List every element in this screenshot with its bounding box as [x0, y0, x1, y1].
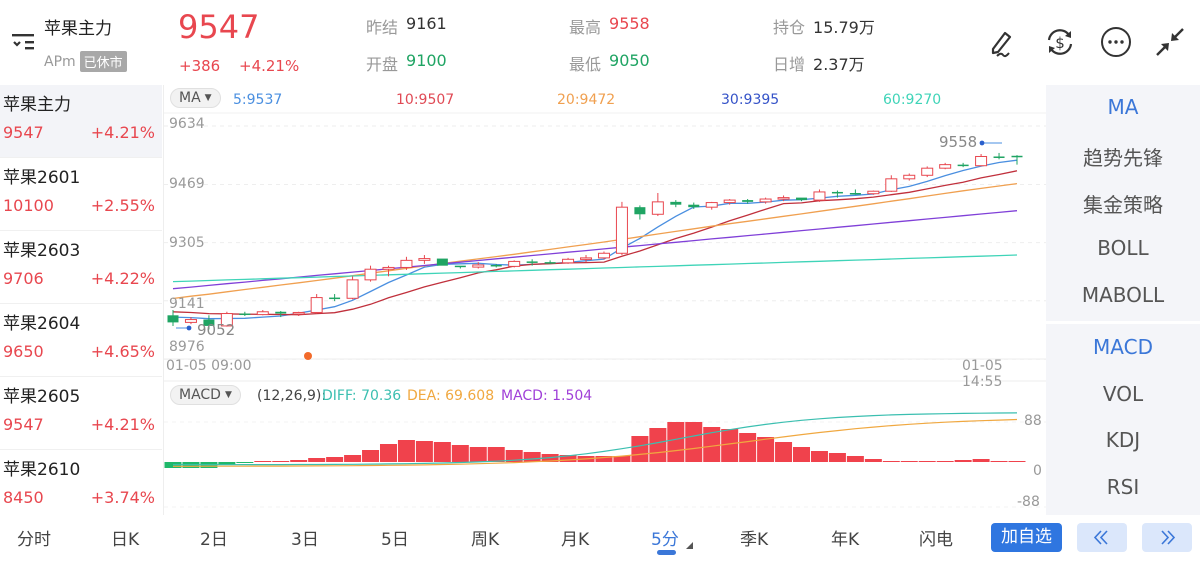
tab-daily[interactable]: 日K [111, 530, 140, 550]
macd-dea: DEA: 69.608 [407, 388, 495, 404]
dropdown-corner-icon[interactable] [686, 542, 693, 549]
ma60-value: 60:9270 [883, 92, 942, 108]
chart-area[interactable]: MA ▼ 5:9537 10:9507 20:9472 30:9395 60:9… [163, 85, 1047, 515]
stat-prev-settle: 昨结 9161 [366, 14, 447, 37]
contract-item-2604[interactable]: 苹果2604 9650 +4.65% [0, 304, 162, 377]
menu-collapse-icon[interactable] [10, 30, 36, 54]
double-chevron-right-icon [1161, 530, 1176, 545]
double-chevron-left-icon [1093, 530, 1108, 545]
indicator-vol[interactable]: VOL [1102, 382, 1144, 406]
y-tick: 9469 [169, 176, 205, 192]
stat-daily-increase: 日增 2.37万 [773, 55, 865, 74]
macd-params: (12,26,9): [257, 388, 327, 404]
macd-y-tick: -88 [1017, 494, 1040, 510]
contract-item-2601[interactable]: 苹果2601 10100 +2.55% [0, 158, 162, 231]
candlestick-chart[interactable] [164, 85, 1047, 515]
tab-flash[interactable]: 闪电 [919, 530, 953, 550]
ma20-value: 20:9472 [557, 92, 616, 108]
tab-5day[interactable]: 5日 [381, 530, 409, 550]
price-change: +386 [179, 57, 221, 75]
macd-value: MACD: 1.504 [501, 388, 593, 404]
caret-down-icon: ▼ [204, 93, 212, 103]
tab-5min[interactable]: 5分 [651, 530, 679, 550]
indicator-ma[interactable]: MA [1107, 95, 1139, 119]
tab-weekly[interactable]: 周K [471, 530, 500, 550]
y-tick: 9141 [169, 296, 205, 312]
macd-y-tick: 0 [1033, 463, 1042, 479]
contract-item-2603[interactable]: 苹果2603 9706 +4.22% [0, 231, 162, 304]
x-start-label: 01-05 09:00 [166, 358, 252, 374]
contract-item-2605[interactable]: 苹果2605 9547 +4.21% [0, 377, 162, 450]
price-change-pct: +4.21% [239, 57, 300, 75]
y-tick: 9305 [169, 235, 205, 251]
quote-header: 苹果主力 APm 已休市 9547 +386 +4.21% 昨结 9161 开盘… [0, 0, 1200, 85]
macd-y-tick: 88 [1024, 413, 1042, 429]
indicator-maboll[interactable]: MABOLL [1081, 283, 1165, 307]
currency-exchange-icon[interactable]: $ [1043, 25, 1077, 59]
indicator-boll[interactable]: BOLL [1097, 236, 1149, 260]
contract-item-2610[interactable]: 苹果2610 8450 +3.74% [0, 450, 162, 523]
ma-legend: MA ▼ 5:9537 10:9507 20:9472 30:9395 60:9… [164, 87, 1047, 113]
stat-open-interest: 持仓 15.79万 [773, 18, 875, 37]
prev-button[interactable] [1077, 523, 1127, 552]
indicator-jijin-strategy[interactable]: 集金策略 [1083, 193, 1163, 217]
instrument-name: 苹果主力 [44, 19, 112, 39]
tab-intraday[interactable]: 分时 [17, 530, 51, 550]
low-price-marker: 9052 [197, 321, 236, 339]
high-price-marker: 9558 [939, 133, 978, 151]
next-button[interactable] [1142, 523, 1192, 552]
stat-low: 最低 9050 [569, 51, 650, 74]
sign-pen-icon[interactable] [985, 25, 1019, 59]
add-watchlist-button[interactable]: 加自选 [991, 523, 1062, 552]
tab-2day[interactable]: 2日 [200, 530, 228, 550]
caret-down-icon: ▼ [224, 390, 232, 400]
svg-text:$: $ [1055, 34, 1065, 52]
ma30-value: 30:9395 [721, 92, 780, 108]
tab-quarterly[interactable]: 季K [740, 530, 769, 550]
indicator-trend-pioneer[interactable]: 趋势先锋 [1083, 146, 1163, 170]
divider [1046, 321, 1200, 324]
tab-yearly[interactable]: 年K [831, 530, 860, 550]
stat-high: 最高 9558 [569, 14, 650, 37]
period-tabs: 分时 日K 2日 3日 5日 周K 月K 5分 季K 年K 闪电 加自选 [0, 515, 1200, 573]
macd-diff: DIFF: 70.36 [322, 388, 402, 404]
tab-3day[interactable]: 3日 [291, 530, 319, 550]
macd-indicator-dropdown[interactable]: MACD ▼ [170, 385, 241, 405]
instrument-sub: APm 已休市 [44, 51, 127, 72]
x-end-label: 01-05 14:55 [962, 358, 1003, 390]
last-price: 9547 [178, 8, 260, 46]
indicator-panel: MA 趋势先锋 集金策略 BOLL MABOLL MACD VOL KDJ RS… [1046, 85, 1200, 515]
stat-open: 开盘 9100 [366, 51, 447, 74]
contract-item-main[interactable]: 苹果主力 9547 +4.21% [0, 85, 162, 158]
market-status-badge: 已休市 [79, 51, 127, 72]
indicator-macd[interactable]: MACD [1093, 335, 1153, 359]
more-icon[interactable] [1099, 25, 1133, 59]
exchange-code: APm [44, 53, 76, 70]
y-tick: 8976 [169, 339, 205, 355]
active-tab-indicator [657, 550, 676, 555]
indicator-rsi[interactable]: RSI [1106, 475, 1140, 499]
ma-indicator-dropdown[interactable]: MA ▼ [170, 88, 221, 108]
indicator-kdj[interactable]: KDJ [1105, 428, 1141, 452]
y-tick: 9634 [169, 116, 205, 132]
ma5-value: 5:9537 [233, 92, 283, 108]
collapse-icon[interactable] [1153, 25, 1187, 59]
ma10-value: 10:9507 [396, 92, 455, 108]
contract-list: 苹果主力 9547 +4.21% 苹果2601 10100 +2.55% 苹果260… [0, 85, 162, 523]
tab-monthly[interactable]: 月K [561, 530, 590, 550]
